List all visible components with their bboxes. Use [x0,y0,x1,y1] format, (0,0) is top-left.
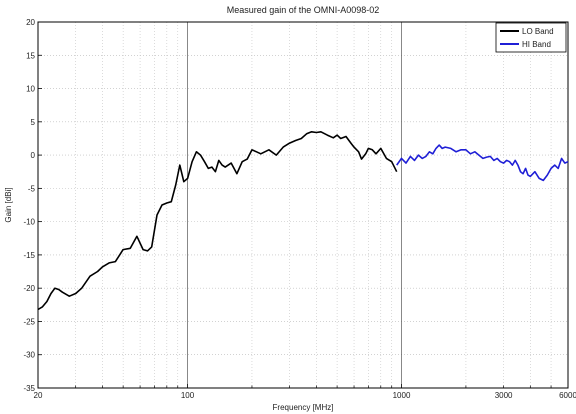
legend: LO Band HI Band [495,22,567,53]
x-tick-label: 6000 [559,391,576,400]
x-axis-label: Frequency [MHz] [273,403,334,412]
y-tick-label: 5 [31,118,36,127]
y-tick-label: -10 [23,218,35,227]
y-tick-label: 0 [31,151,36,160]
legend-box [495,22,567,53]
y-tick-label: -25 [23,317,35,326]
x-tick-label: 3000 [495,391,513,400]
y-tick-label: -5 [28,184,36,193]
series-line-lo-band [37,131,398,311]
x-tick-label: 100 [181,391,195,400]
grid [38,22,568,388]
plot-area [37,21,569,389]
y-tick-label: -15 [23,251,35,260]
y-tick-label: -35 [23,384,35,393]
series-line-hi-band [396,144,569,182]
legend-label-lo-band: LO Band [522,27,554,36]
y-tick-label: -30 [23,351,35,360]
y-tick-label: -20 [23,284,35,293]
axis-ticks: -35 -30 -25 -20 -15 -10 -5 0 5 10 15 20 20 100 1000 300… [23,18,576,400]
y-axis-label: Gain [dBi] [4,187,13,222]
chart-title: Measured gain of the OMNI-A0098-02 [227,5,380,15]
x-tick-label: 1000 [393,391,411,400]
y-tick-label: 10 [26,85,35,94]
series-layer [37,131,569,311]
x-tick-label: 20 [34,391,43,400]
y-tick-label: 20 [26,18,35,27]
legend-label-hi-band: HI Band [522,40,551,49]
y-tick-label: 15 [26,51,35,60]
